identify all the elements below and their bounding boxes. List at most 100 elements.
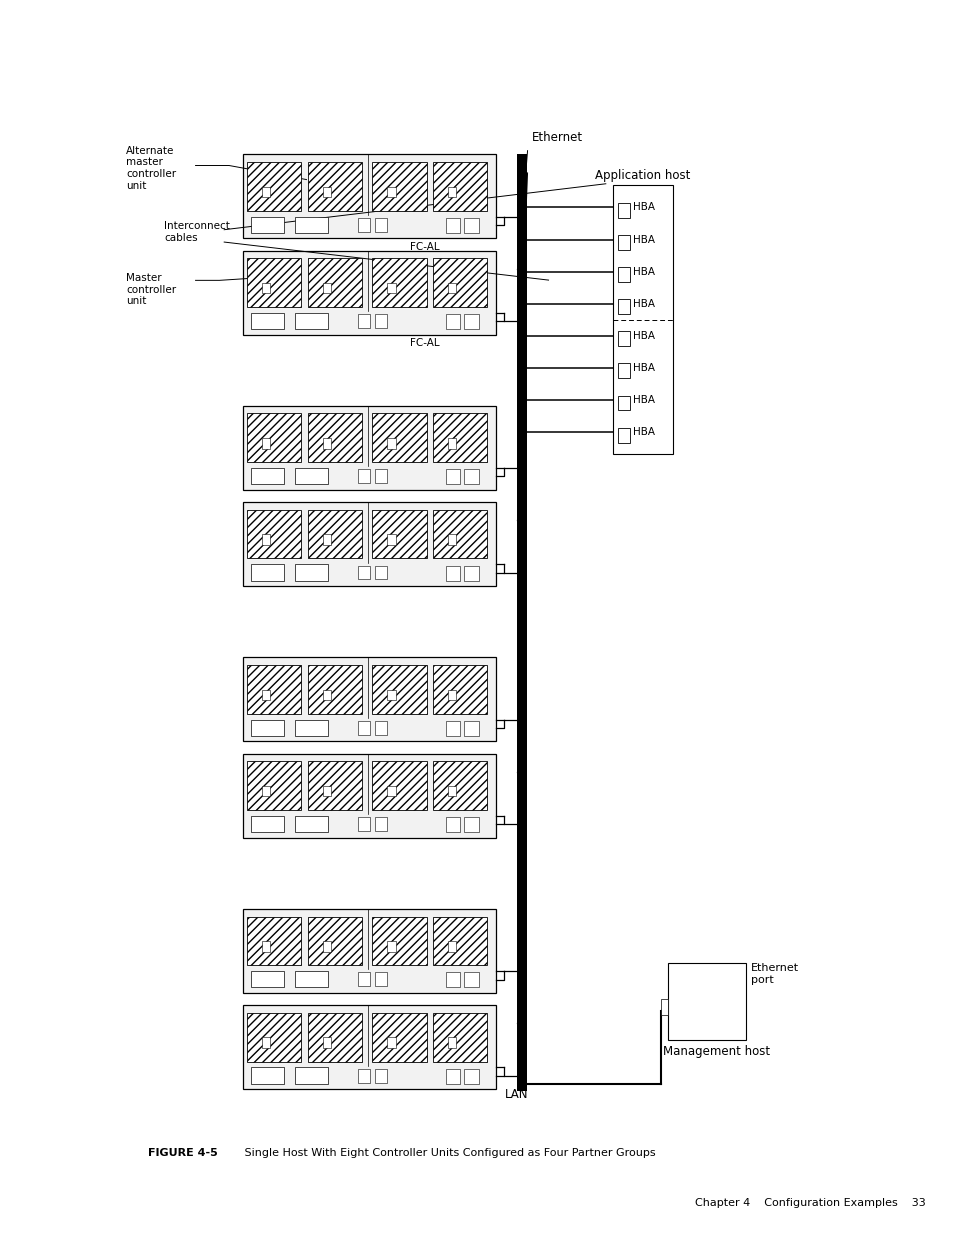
Text: LAN: LAN: [505, 1088, 528, 1102]
Bar: [387, 283, 395, 294]
Bar: [358, 566, 370, 579]
Bar: [247, 664, 301, 714]
Bar: [375, 314, 387, 329]
Bar: [445, 217, 459, 233]
Bar: [251, 971, 283, 988]
Bar: [618, 427, 629, 442]
Text: Ethernet
port: Ethernet port: [750, 963, 798, 984]
Bar: [618, 299, 629, 314]
Bar: [433, 664, 487, 714]
Bar: [308, 916, 362, 966]
Bar: [262, 438, 270, 448]
Bar: [387, 535, 395, 545]
Bar: [375, 1068, 387, 1083]
Bar: [387, 689, 395, 700]
Bar: [294, 468, 328, 484]
Bar: [464, 721, 478, 736]
Text: HBA: HBA: [633, 363, 655, 373]
Bar: [387, 1037, 395, 1049]
Bar: [660, 999, 667, 1015]
Bar: [445, 818, 459, 832]
Bar: [445, 721, 459, 736]
Bar: [448, 941, 456, 952]
Bar: [308, 761, 362, 810]
Bar: [323, 535, 331, 545]
Bar: [262, 535, 270, 545]
Text: HBA: HBA: [633, 427, 655, 437]
Bar: [448, 689, 456, 700]
Text: HBA: HBA: [633, 235, 655, 245]
Bar: [294, 312, 328, 330]
Bar: [294, 816, 328, 832]
Bar: [308, 414, 362, 462]
Bar: [618, 267, 629, 282]
Bar: [247, 510, 301, 558]
Bar: [372, 761, 426, 810]
Bar: [667, 963, 745, 1040]
Bar: [323, 186, 331, 198]
Bar: [445, 314, 459, 330]
Bar: [448, 186, 456, 198]
Bar: [294, 1067, 328, 1084]
Bar: [517, 154, 527, 1089]
Text: FIGURE 4-5: FIGURE 4-5: [148, 1149, 217, 1158]
Bar: [251, 1067, 283, 1084]
Bar: [323, 941, 331, 952]
Bar: [243, 753, 496, 837]
Bar: [375, 469, 387, 483]
Bar: [323, 689, 331, 700]
Bar: [372, 414, 426, 462]
Text: Single Host With Eight Controller Units Configured as Four Partner Groups: Single Host With Eight Controller Units …: [233, 1149, 655, 1158]
Bar: [294, 216, 328, 233]
Bar: [308, 510, 362, 558]
Bar: [464, 566, 478, 580]
Bar: [387, 186, 395, 198]
Bar: [247, 414, 301, 462]
Bar: [243, 909, 496, 993]
Bar: [372, 258, 426, 308]
Text: Chapter 4    Configuration Examples    33: Chapter 4 Configuration Examples 33: [694, 1198, 924, 1208]
Bar: [613, 185, 672, 454]
Bar: [618, 395, 629, 410]
Bar: [262, 283, 270, 294]
Bar: [262, 1037, 270, 1049]
Bar: [294, 720, 328, 736]
Bar: [445, 1068, 459, 1084]
Bar: [375, 566, 387, 579]
Bar: [243, 657, 496, 741]
Text: Application host: Application host: [595, 168, 690, 182]
Bar: [387, 941, 395, 952]
Bar: [251, 564, 283, 580]
Text: HBA: HBA: [633, 395, 655, 405]
Bar: [247, 162, 301, 211]
Bar: [618, 331, 629, 346]
Bar: [464, 1068, 478, 1084]
Bar: [251, 216, 283, 233]
Bar: [308, 258, 362, 308]
Bar: [247, 761, 301, 810]
Bar: [262, 785, 270, 797]
Bar: [358, 1068, 370, 1083]
Text: HBA: HBA: [633, 203, 655, 212]
Bar: [464, 469, 478, 484]
Bar: [251, 312, 283, 330]
Bar: [247, 258, 301, 308]
Bar: [372, 664, 426, 714]
Bar: [323, 438, 331, 448]
Bar: [433, 162, 487, 211]
Text: Alternate
master
controller
unit: Alternate master controller unit: [126, 146, 176, 190]
Bar: [243, 503, 496, 587]
Text: HBA: HBA: [633, 267, 655, 277]
Bar: [375, 972, 387, 987]
Bar: [433, 761, 487, 810]
Bar: [323, 785, 331, 797]
Bar: [445, 566, 459, 580]
Bar: [433, 510, 487, 558]
Bar: [358, 469, 370, 483]
Bar: [375, 721, 387, 735]
Bar: [358, 818, 370, 831]
Bar: [358, 217, 370, 232]
Bar: [448, 438, 456, 448]
Bar: [323, 1037, 331, 1049]
Bar: [294, 971, 328, 988]
